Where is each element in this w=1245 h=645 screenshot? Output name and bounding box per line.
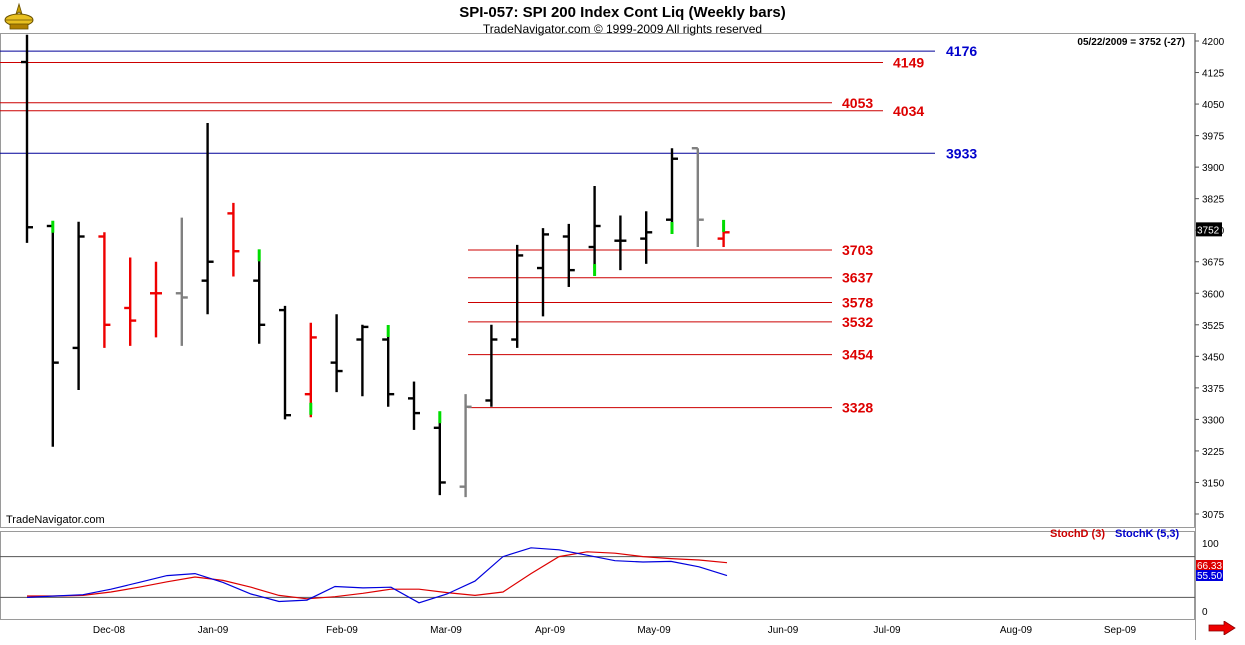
level-label-4176: 4176 [946,43,977,59]
last-value-label: 3752 [1197,225,1220,236]
last-value-box [1196,222,1222,237]
chart-title: SPI-057: SPI 200 Index Cont Liq (Weekly … [459,4,786,21]
level-label-4149: 4149 [893,54,924,70]
level-label-3532: 3532 [842,314,873,330]
level-label-3578: 3578 [842,295,873,311]
price-axis-tick-label: 3150 [1202,478,1225,489]
stoch-d-legend: StochD (3) [1050,528,1105,540]
stochastic-panel-border [0,531,1195,620]
level-label-3933: 3933 [946,145,977,161]
level-label-3637: 3637 [842,270,873,286]
price-axis-tick-label: 4200 [1202,37,1225,48]
price-axis-tick-label: 3900 [1202,163,1225,174]
tradenavigator-logo[interactable] [2,2,36,32]
chart-subtitle: TradeNavigator.com © 1999-2009 All right… [482,22,763,36]
price-axis-tick-label: 3600 [1202,289,1225,300]
price-axis-tick-label: 3075 [1202,510,1225,521]
x-axis-label: Apr-09 [535,625,565,636]
stochastic-axis-tick-label: 100 [1202,539,1219,550]
x-axis-label: Dec-08 [93,625,126,636]
last-quote-info: 05/22/2009 = 3752 (-27) [1077,37,1185,48]
price-panel-border [0,33,1195,528]
x-axis-label: Mar-09 [430,625,462,636]
price-axis-tick-label: 4125 [1202,69,1225,80]
stochastic-series-line [27,551,728,600]
price-axis-tick-label: 3450 [1202,352,1225,363]
x-axis-label: Aug-09 [1000,625,1033,636]
x-axis-label: Jan-09 [198,625,229,636]
scroll-right-arrow-icon[interactable] [1208,621,1236,635]
x-axis-label: Sep-09 [1104,625,1137,636]
stochastic-series-line [26,547,728,604]
price-axis-tick-label: 3975 [1202,132,1225,143]
price-axis-tick-label: 3825 [1202,195,1225,206]
watermark: TradeNavigator.com [6,514,105,526]
level-label-3454: 3454 [842,347,873,363]
price-axis-tick-label: 3225 [1202,447,1225,458]
price-axis-tick-label: 3300 [1202,415,1225,426]
x-axis-label: Feb-09 [326,625,358,636]
stochastic-last-label: 66.33 [1197,561,1222,572]
price-axis-tick-label: 3675 [1202,258,1225,269]
x-axis-label: Jul-09 [873,625,901,636]
price-axis-tick-label: 4050 [1202,100,1225,111]
price-axis-tick-label: 3525 [1202,321,1225,332]
stochastic-last-box [1196,560,1223,571]
stochastic-last-label: 55.50 [1197,571,1222,582]
x-axis-label: Jun-09 [768,625,799,636]
price-axis-tick-label: 3375 [1202,384,1225,395]
level-label-4034: 4034 [893,103,924,119]
level-label-3703: 3703 [842,242,873,258]
level-label-4053: 4053 [842,95,873,111]
stoch-k-legend: StochK (5,3) [1115,528,1180,540]
stochastic-last-box [1196,570,1223,581]
stochastic-axis-tick-label: 0 [1202,607,1208,618]
level-label-3328: 3328 [842,400,873,416]
x-axis-label: May-09 [637,625,671,636]
